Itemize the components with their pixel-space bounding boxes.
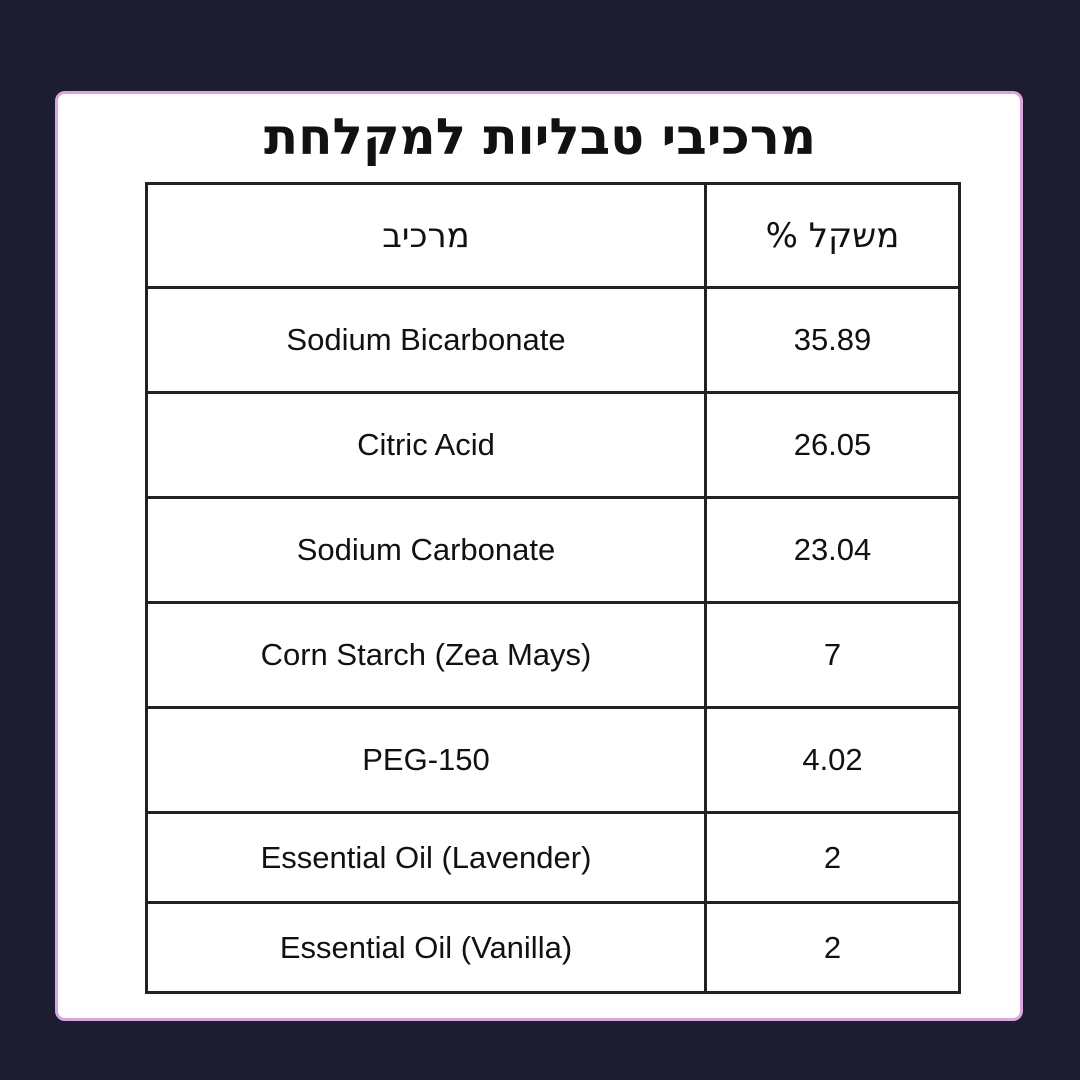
ingredients-table: מרכיב משקל % Sodium Bicarbonate 35.89 Ci… bbox=[145, 182, 961, 994]
table-row: Sodium Carbonate 23.04 bbox=[145, 496, 961, 604]
table-row: Sodium Bicarbonate 35.89 bbox=[145, 286, 961, 394]
weight-cell: 26.05 bbox=[704, 391, 961, 499]
table-row: Essential Oil (Lavender) 2 bbox=[145, 811, 961, 904]
ingredient-cell: Sodium Bicarbonate bbox=[145, 286, 707, 394]
weight-cell: 2 bbox=[704, 901, 961, 994]
page-title: מרכיבי טבליות למקלחת bbox=[263, 108, 817, 166]
ingredient-cell: Essential Oil (Lavender) bbox=[145, 811, 707, 904]
weight-cell: 2 bbox=[704, 811, 961, 904]
table-row: Corn Starch (Zea Mays) 7 bbox=[145, 601, 961, 709]
ingredient-cell: PEG-150 bbox=[145, 706, 707, 814]
ingredient-cell: Essential Oil (Vanilla) bbox=[145, 901, 707, 994]
ingredient-cell: Sodium Carbonate bbox=[145, 496, 707, 604]
table-header-row: מרכיב משקל % bbox=[145, 182, 961, 289]
weight-cell: 4.02 bbox=[704, 706, 961, 814]
header-ingredient: מרכיב bbox=[145, 182, 707, 289]
table-row: Essential Oil (Vanilla) 2 bbox=[145, 901, 961, 994]
table-row: Citric Acid 26.05 bbox=[145, 391, 961, 499]
ingredient-cell: Corn Starch (Zea Mays) bbox=[145, 601, 707, 709]
weight-cell: 35.89 bbox=[704, 286, 961, 394]
table-row: PEG-150 4.02 bbox=[145, 706, 961, 814]
weight-cell: 7 bbox=[704, 601, 961, 709]
header-weight: משקל % bbox=[704, 182, 961, 289]
ingredient-cell: Citric Acid bbox=[145, 391, 707, 499]
weight-cell: 23.04 bbox=[704, 496, 961, 604]
